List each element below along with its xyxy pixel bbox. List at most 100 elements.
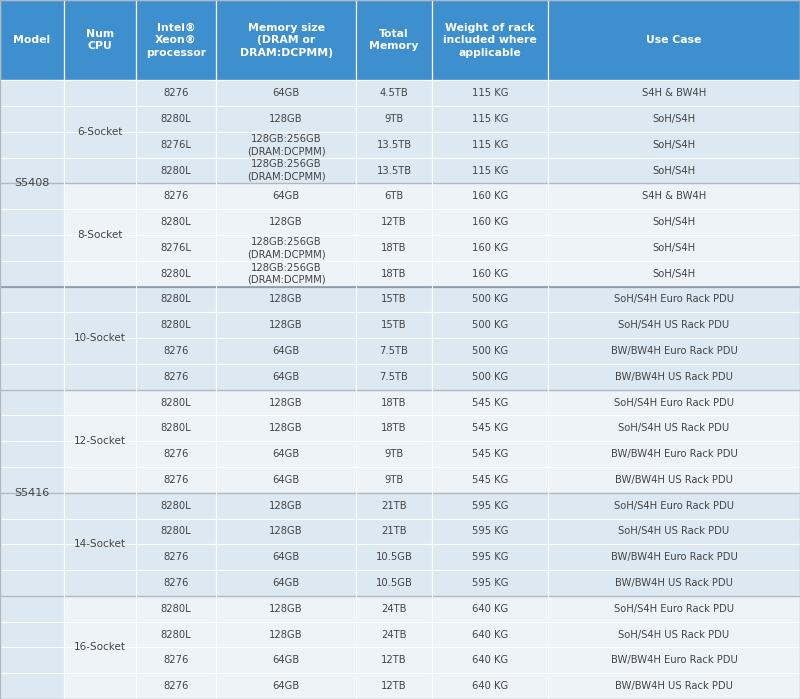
Bar bbox=[0, 80, 64, 106]
Bar bbox=[64, 235, 136, 261]
Bar bbox=[0, 106, 64, 132]
Text: 128GB:256GB
(DRAM:DCPMM): 128GB:256GB (DRAM:DCPMM) bbox=[246, 263, 326, 285]
Text: BW/BW4H Euro Rack PDU: BW/BW4H Euro Rack PDU bbox=[610, 449, 738, 459]
Text: Use Case: Use Case bbox=[646, 35, 702, 45]
Text: 8280L: 8280L bbox=[161, 630, 191, 640]
Text: 8280L: 8280L bbox=[161, 526, 191, 536]
Bar bbox=[136, 158, 216, 183]
Bar bbox=[432, 519, 548, 545]
Text: SoH/S4H Euro Rack PDU: SoH/S4H Euro Rack PDU bbox=[614, 604, 734, 614]
Text: 128GB: 128GB bbox=[269, 398, 303, 408]
Bar bbox=[0, 519, 64, 545]
Bar bbox=[136, 647, 216, 673]
Bar bbox=[136, 545, 216, 570]
Text: 128GB: 128GB bbox=[269, 424, 303, 433]
Text: 128GB: 128GB bbox=[269, 294, 303, 305]
Bar bbox=[356, 80, 432, 106]
Bar bbox=[64, 0, 136, 80]
Bar bbox=[432, 106, 548, 132]
Text: 115 KG: 115 KG bbox=[472, 88, 508, 99]
Bar bbox=[0, 647, 64, 673]
Bar bbox=[216, 673, 356, 699]
Text: Memory size
(DRAM or
DRAM:DCPMM): Memory size (DRAM or DRAM:DCPMM) bbox=[239, 23, 333, 57]
Bar bbox=[432, 441, 548, 467]
Bar bbox=[64, 183, 136, 209]
Bar bbox=[136, 209, 216, 235]
Bar bbox=[64, 647, 136, 673]
Text: S4H & BW4H: S4H & BW4H bbox=[642, 88, 706, 99]
Bar bbox=[216, 106, 356, 132]
Bar bbox=[136, 287, 216, 312]
Text: 64GB: 64GB bbox=[272, 681, 300, 691]
Bar bbox=[432, 570, 548, 596]
Bar bbox=[356, 673, 432, 699]
Bar bbox=[548, 596, 800, 621]
Bar bbox=[216, 467, 356, 493]
Text: SoH/S4H US Rack PDU: SoH/S4H US Rack PDU bbox=[618, 630, 730, 640]
Text: 128GB: 128GB bbox=[269, 500, 303, 511]
Bar bbox=[432, 415, 548, 441]
Bar bbox=[432, 673, 548, 699]
Text: 9TB: 9TB bbox=[384, 114, 404, 124]
Text: 500 KG: 500 KG bbox=[472, 294, 508, 305]
Bar bbox=[136, 261, 216, 287]
Bar bbox=[216, 80, 356, 106]
Text: 115 KG: 115 KG bbox=[472, 166, 508, 175]
Text: 9TB: 9TB bbox=[384, 449, 404, 459]
Bar bbox=[136, 312, 216, 338]
Bar bbox=[216, 235, 356, 261]
Bar bbox=[432, 261, 548, 287]
Bar bbox=[64, 312, 136, 338]
Text: 8276: 8276 bbox=[163, 681, 189, 691]
Bar bbox=[64, 287, 136, 312]
Bar bbox=[136, 338, 216, 364]
Bar bbox=[548, 209, 800, 235]
Bar bbox=[216, 364, 356, 390]
Text: 128GB:256GB
(DRAM:DCPMM): 128GB:256GB (DRAM:DCPMM) bbox=[246, 237, 326, 259]
Bar bbox=[0, 287, 64, 312]
Text: SoH/S4H: SoH/S4H bbox=[653, 268, 695, 279]
Text: SoH/S4H: SoH/S4H bbox=[653, 166, 695, 175]
Text: 8280L: 8280L bbox=[161, 114, 191, 124]
Bar bbox=[0, 80, 64, 287]
Text: 160 KG: 160 KG bbox=[472, 217, 508, 227]
Text: 64GB: 64GB bbox=[272, 475, 300, 485]
Text: BW/BW4H US Rack PDU: BW/BW4H US Rack PDU bbox=[615, 372, 733, 382]
Text: 500 KG: 500 KG bbox=[472, 346, 508, 356]
Text: 16-Socket: 16-Socket bbox=[74, 642, 126, 652]
Bar bbox=[356, 312, 432, 338]
Bar bbox=[216, 312, 356, 338]
Bar bbox=[548, 673, 800, 699]
Bar bbox=[216, 545, 356, 570]
Text: 12TB: 12TB bbox=[381, 656, 407, 665]
Text: 18TB: 18TB bbox=[382, 424, 406, 433]
Text: 13.5TB: 13.5TB bbox=[377, 166, 411, 175]
Text: 12TB: 12TB bbox=[381, 681, 407, 691]
Bar bbox=[136, 415, 216, 441]
Bar bbox=[136, 621, 216, 647]
Text: 64GB: 64GB bbox=[272, 346, 300, 356]
Text: 640 KG: 640 KG bbox=[472, 604, 508, 614]
Text: 8276: 8276 bbox=[163, 449, 189, 459]
Bar bbox=[432, 235, 548, 261]
Bar bbox=[432, 621, 548, 647]
Bar bbox=[64, 390, 136, 415]
Text: 8280L: 8280L bbox=[161, 217, 191, 227]
Text: 8276: 8276 bbox=[163, 656, 189, 665]
Bar bbox=[548, 261, 800, 287]
Bar bbox=[64, 158, 136, 183]
Bar bbox=[216, 209, 356, 235]
Bar bbox=[432, 647, 548, 673]
Text: 8276: 8276 bbox=[163, 578, 189, 588]
Bar bbox=[432, 80, 548, 106]
Text: 128GB: 128GB bbox=[269, 526, 303, 536]
Bar bbox=[0, 183, 64, 209]
Bar bbox=[216, 390, 356, 415]
Bar bbox=[356, 106, 432, 132]
Bar bbox=[136, 570, 216, 596]
Text: 6-Socket: 6-Socket bbox=[78, 127, 122, 137]
Text: Num
CPU: Num CPU bbox=[86, 29, 114, 52]
Bar bbox=[548, 312, 800, 338]
Bar bbox=[0, 338, 64, 364]
Bar bbox=[64, 364, 136, 390]
